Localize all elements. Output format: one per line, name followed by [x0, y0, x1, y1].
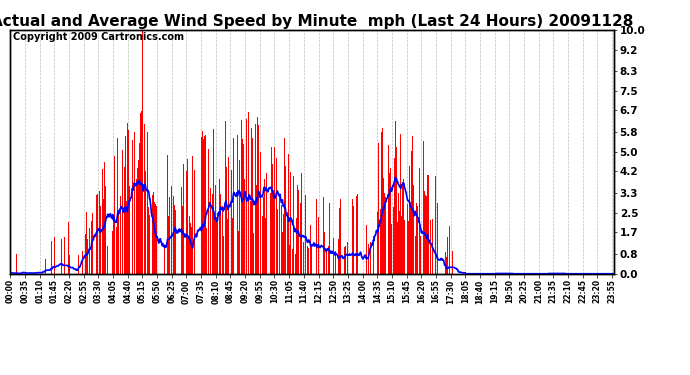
Title: Actual and Average Wind Speed by Minute  mph (Last 24 Hours) 20091128: Actual and Average Wind Speed by Minute …	[0, 14, 633, 29]
Text: Copyright 2009 Cartronics.com: Copyright 2009 Cartronics.com	[13, 33, 184, 42]
